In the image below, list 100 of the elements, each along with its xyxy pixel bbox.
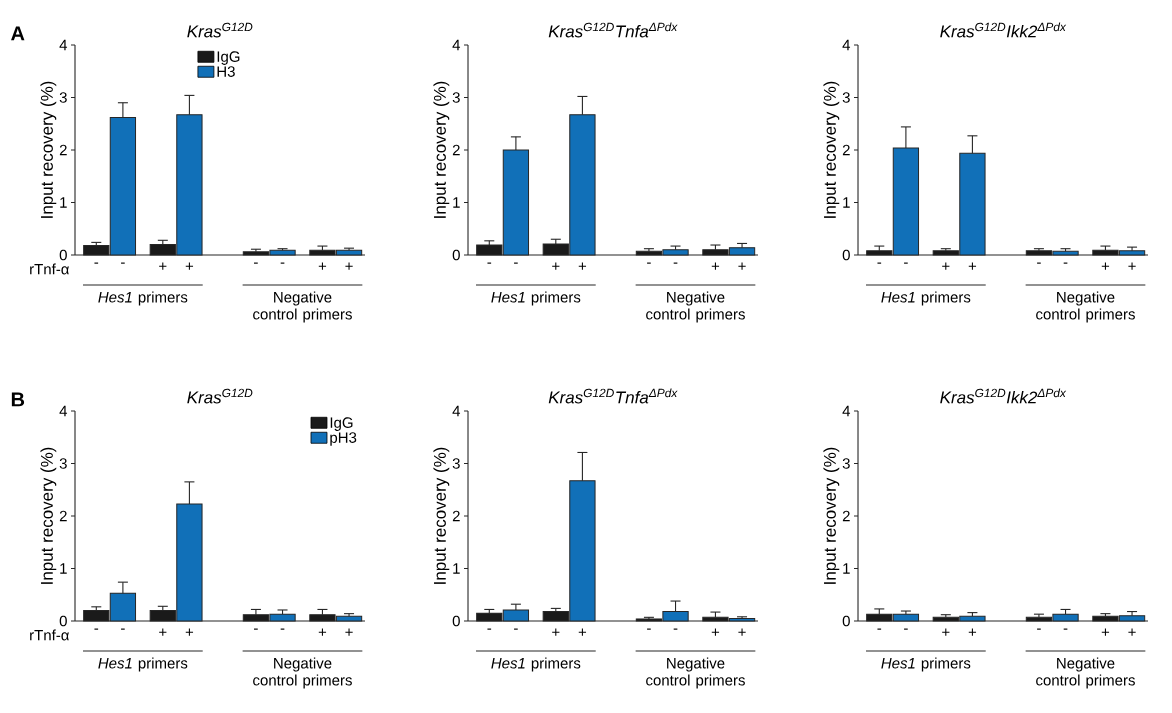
y-tick-label: 1 [453, 563, 460, 574]
x-tick-label: + [942, 628, 950, 636]
x-tick-label: - [1063, 262, 1068, 264]
y-tick-label: 1 [453, 197, 460, 208]
x-tick-label: + [711, 628, 720, 636]
text: Hes1 primers [881, 291, 971, 306]
chart-title: Kras$^{G12D}$Ikk2$^{ΔPdx}$ [940, 22, 1067, 38]
x-tick-label: + [1101, 628, 1110, 636]
text: Hes1 primers [98, 291, 188, 306]
text: A [11, 26, 25, 41]
legend-label: IgG [217, 51, 240, 65]
text: Negative control primers [253, 291, 352, 323]
x-tick-label: - [673, 628, 678, 630]
x-tick-label: - [647, 262, 651, 264]
y-axis-title: Input recovery (%) [823, 81, 840, 218]
legend-label: pH3 [330, 432, 357, 446]
y-tick-label: 0 [842, 615, 850, 627]
chart-title: Kras$^{G12D}$ [187, 22, 253, 38]
x-tick-label: + [1128, 262, 1136, 270]
y-tick-label: 0 [59, 615, 67, 627]
text: rTnf-α [30, 629, 70, 641]
chart-title: Kras$^{G12D}$ [187, 388, 253, 404]
x-tick-label: + [318, 262, 327, 270]
y-tick-label: 4 [842, 405, 851, 417]
x-tick-label: - [487, 628, 492, 630]
text: Negative control primers [253, 657, 352, 689]
y-tick-label: 1 [843, 197, 850, 208]
y-tick-label: 4 [452, 39, 461, 51]
y-tick-label: 2 [452, 510, 460, 522]
text: Negative control primers [646, 657, 745, 689]
x-tick-label: + [1128, 628, 1136, 636]
text: Negative control primers [646, 291, 745, 323]
x-tick-label: - [280, 628, 285, 630]
y-axis-title: Input recovery (%) [823, 447, 840, 584]
x-tick-label: - [904, 262, 908, 264]
legend-label: IgG [330, 417, 353, 431]
x-tick-label: - [1063, 628, 1068, 630]
x-tick-label: + [552, 262, 560, 270]
text: Hes1 primers [491, 657, 581, 672]
y-tick-label: 3 [842, 92, 850, 103]
x-tick-label: - [280, 262, 285, 264]
y-tick-label: 0 [452, 249, 460, 261]
x-tick-label: + [185, 262, 194, 270]
x-tick-label: + [159, 262, 167, 270]
x-tick-label: + [578, 628, 587, 636]
x-tick-label: + [185, 628, 194, 636]
x-tick-label: + [345, 628, 353, 636]
x-tick-label: + [159, 628, 167, 636]
y-tick-label: 2 [59, 144, 67, 156]
x-tick-label: - [673, 262, 678, 264]
text: Hes1 primers [881, 657, 971, 672]
y-tick-label: 1 [60, 563, 67, 574]
x-tick-label: + [578, 262, 587, 270]
x-tick-label: - [877, 628, 882, 630]
x-tick-label: - [1037, 262, 1041, 264]
chart-title: Kras$^{G12D}$Tnfa$^{ΔPdx}$ [548, 388, 678, 404]
x-tick-label: - [254, 262, 258, 264]
x-tick-label: + [942, 262, 950, 270]
x-tick-label: - [487, 262, 492, 264]
text: Negative control primers [1036, 291, 1135, 323]
y-tick-label: 0 [452, 615, 460, 627]
text: Hes1 primers [491, 291, 581, 306]
y-tick-label: 4 [452, 405, 461, 417]
y-tick-label: 1 [843, 563, 850, 574]
y-tick-label: 4 [842, 39, 851, 51]
x-tick-label: - [514, 628, 518, 630]
y-tick-label: 2 [59, 510, 67, 522]
y-tick-label: 4 [59, 405, 68, 417]
x-tick-label: - [121, 262, 125, 264]
x-tick-label: + [711, 262, 720, 270]
x-tick-label: + [968, 262, 977, 270]
x-tick-label: - [514, 262, 518, 264]
x-tick-label: - [1037, 628, 1041, 630]
y-axis-title: Input recovery (%) [40, 447, 57, 584]
y-tick-label: 4 [59, 39, 68, 51]
y-axis-title: Input recovery (%) [40, 81, 57, 218]
x-tick-label: + [968, 628, 977, 636]
y-tick-label: 3 [842, 458, 850, 469]
legend-label: H3 [217, 66, 235, 77]
x-tick-label: - [94, 262, 99, 264]
y-tick-label: 2 [842, 144, 850, 156]
x-tick-label: - [904, 628, 908, 630]
text: B [11, 392, 25, 407]
x-tick-label: + [552, 628, 560, 636]
x-tick-label: - [877, 262, 882, 264]
chart-title: Kras$^{G12D}$Tnfa$^{ΔPdx}$ [548, 22, 678, 38]
x-tick-label: - [94, 628, 99, 630]
y-axis-title: Input recovery (%) [433, 447, 450, 584]
text: Hes1 primers [98, 657, 188, 672]
x-tick-label: - [647, 628, 651, 630]
y-axis-title: Input recovery (%) [433, 81, 450, 218]
y-tick-label: 3 [452, 92, 460, 103]
x-tick-label: - [121, 628, 125, 630]
y-tick-label: 2 [452, 144, 460, 156]
y-tick-label: 2 [842, 510, 850, 522]
x-tick-label: + [318, 628, 327, 636]
text: Negative control primers [1036, 657, 1135, 689]
x-tick-label: - [254, 628, 258, 630]
x-tick-label: + [738, 262, 746, 270]
x-tick-label: + [1101, 262, 1110, 270]
